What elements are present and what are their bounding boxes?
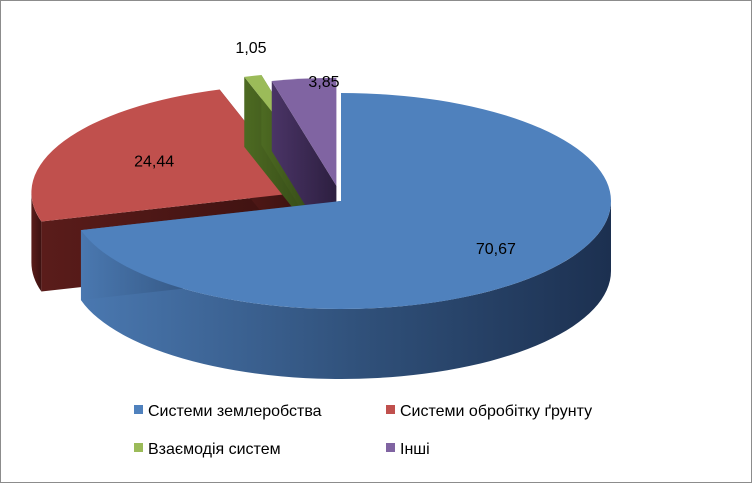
legend-swatch xyxy=(386,405,395,414)
pie-slice-top xyxy=(271,77,337,186)
legend-swatch xyxy=(386,443,395,452)
legend-item-3: Взаємодія систем xyxy=(134,441,281,458)
pie-slice-top xyxy=(31,89,302,222)
legend-label: Взаємодія систем xyxy=(148,441,281,458)
legend-item-2: Системи обробітку ґрунту xyxy=(386,403,592,420)
data-label-4: 3,85 xyxy=(308,74,339,91)
legend-swatch xyxy=(134,443,143,452)
legend-item-1: Системи землеробства xyxy=(134,403,322,420)
pie-slice-1 xyxy=(80,93,612,380)
data-label-3: 1,05 xyxy=(235,40,266,57)
pie-slice-side xyxy=(80,201,612,380)
legend-label: Системи землеробства xyxy=(148,403,322,420)
legend-label: Системи обробітку ґрунту xyxy=(400,403,592,420)
pie-slice-top xyxy=(80,93,612,309)
legend-item-4: Інші xyxy=(386,441,430,458)
pie-slice-side xyxy=(31,192,42,292)
legend: Системи землеробства Системи обробітку ґр… xyxy=(134,403,592,458)
legend-swatch xyxy=(134,405,143,414)
data-label-2: 24,44 xyxy=(134,154,174,171)
legend-label: Інші xyxy=(400,441,430,458)
data-label-1: 70,67 xyxy=(476,241,516,258)
